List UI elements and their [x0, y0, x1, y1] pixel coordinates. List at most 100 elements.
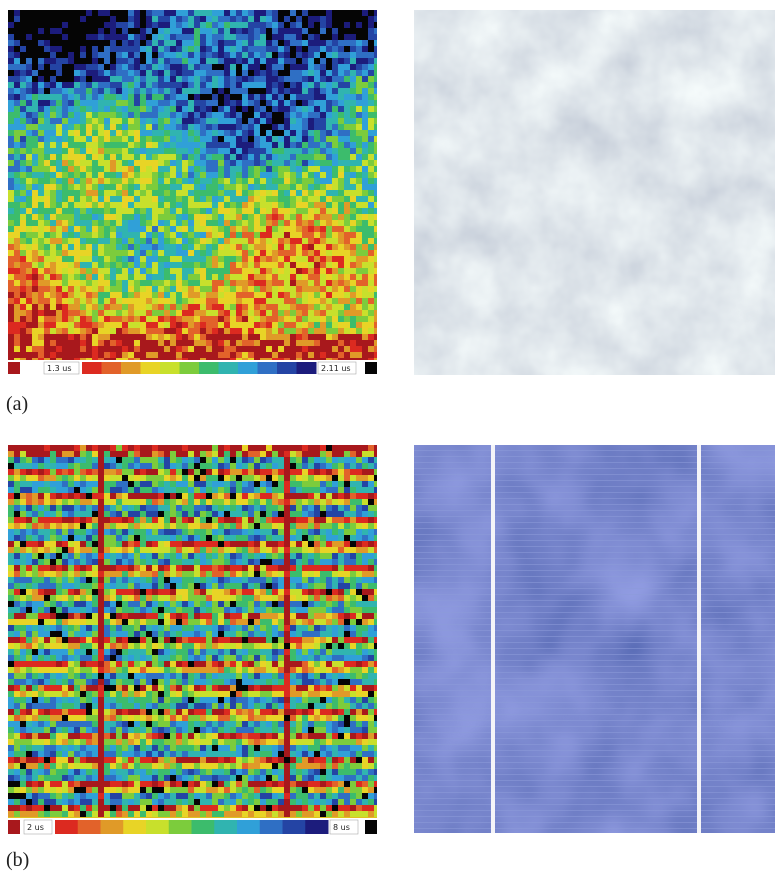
- map-pixel: [50, 499, 56, 505]
- map-pixel: [188, 310, 194, 316]
- map-pixel: [176, 334, 182, 340]
- map-pixel: [68, 82, 74, 88]
- map-pixel: [182, 214, 188, 220]
- map-pixel: [278, 304, 284, 310]
- map-pixel: [218, 16, 224, 22]
- map-pixel: [284, 118, 290, 124]
- map-pixel: [44, 46, 50, 52]
- map-pixel: [8, 76, 14, 82]
- map-pixel: [152, 529, 158, 535]
- map-pixel: [110, 541, 116, 547]
- map-pixel: [314, 52, 320, 58]
- map-pixel: [146, 160, 152, 166]
- map-pixel: [266, 112, 272, 118]
- map-pixel: [362, 112, 368, 118]
- map-pixel: [56, 64, 62, 70]
- map-pixel: [98, 517, 104, 523]
- map-pixel: [284, 559, 290, 565]
- map-pixel: [164, 571, 170, 577]
- map-pixel: [308, 148, 314, 154]
- map-pixel: [8, 28, 14, 34]
- map-pixel: [290, 451, 296, 457]
- map-pixel: [104, 82, 110, 88]
- map-pixel: [134, 88, 140, 94]
- map-pixel: [338, 499, 344, 505]
- map-pixel: [86, 571, 92, 577]
- map-pixel: [344, 274, 350, 280]
- map-pixel: [50, 505, 56, 511]
- map-pixel: [236, 505, 242, 511]
- map-pixel: [152, 517, 158, 523]
- map-pixel: [44, 238, 50, 244]
- map-pixel: [344, 154, 350, 160]
- map-pixel: [266, 70, 272, 76]
- map-pixel: [296, 34, 302, 40]
- map-pixel: [242, 499, 248, 505]
- map-pixel: [242, 334, 248, 340]
- map-pixel: [350, 451, 356, 457]
- map-pixel: [182, 226, 188, 232]
- map-pixel: [260, 172, 266, 178]
- map-pixel: [152, 340, 158, 346]
- map-pixel: [146, 106, 152, 112]
- map-pixel: [320, 22, 326, 28]
- map-pixel: [230, 511, 236, 517]
- map-pixel: [206, 493, 212, 499]
- map-pixel: [230, 118, 236, 124]
- map-pixel: [170, 154, 176, 160]
- map-pixel: [224, 292, 230, 298]
- map-pixel: [14, 88, 20, 94]
- map-pixel: [242, 322, 248, 328]
- map-pixel: [116, 58, 122, 64]
- map-pixel: [194, 94, 200, 100]
- map-pixel: [302, 16, 308, 22]
- map-pixel: [50, 94, 56, 100]
- map-pixel: [296, 256, 302, 262]
- map-pixel: [68, 445, 74, 451]
- map-pixel: [284, 28, 290, 34]
- map-pixel: [188, 70, 194, 76]
- map-pixel: [14, 493, 20, 499]
- map-pixel: [344, 58, 350, 64]
- map-pixel: [314, 16, 320, 22]
- map-pixel: [236, 541, 242, 547]
- map-pixel: [308, 316, 314, 322]
- map-pixel: [74, 58, 80, 64]
- map-pixel: [206, 334, 212, 340]
- map-pixel: [68, 547, 74, 553]
- map-pixel: [56, 136, 62, 142]
- map-pixel: [158, 358, 164, 360]
- map-pixel: [194, 346, 200, 352]
- map-pixel: [128, 46, 134, 52]
- map-pixel: [266, 358, 272, 360]
- map-pixel: [320, 40, 326, 46]
- map-pixel: [44, 517, 50, 523]
- map-pixel: [116, 505, 122, 511]
- map-pixel: [110, 517, 116, 523]
- map-pixel: [242, 184, 248, 190]
- map-pixel: [224, 142, 230, 148]
- map-pixel: [8, 322, 14, 328]
- map-pixel: [224, 547, 230, 553]
- map-pixel: [128, 208, 134, 214]
- map-pixel: [20, 142, 26, 148]
- map-pixel: [248, 304, 254, 310]
- map-pixel: [80, 493, 86, 499]
- map-pixel: [122, 529, 128, 535]
- map-pixel: [248, 292, 254, 298]
- map-pixel: [194, 565, 200, 571]
- map-pixel: [44, 499, 50, 505]
- map-pixel: [56, 256, 62, 262]
- map-pixel: [68, 124, 74, 130]
- map-pixel: [140, 304, 146, 310]
- map-pixel: [338, 244, 344, 250]
- map-pixel: [278, 220, 284, 226]
- map-pixel: [170, 451, 176, 457]
- map-pixel: [314, 196, 320, 202]
- map-pixel: [92, 304, 98, 310]
- map-pixel: [74, 304, 80, 310]
- map-pixel: [344, 34, 350, 40]
- map-pixel: [362, 469, 368, 475]
- map-pixel: [140, 226, 146, 232]
- map-pixel: [278, 541, 284, 547]
